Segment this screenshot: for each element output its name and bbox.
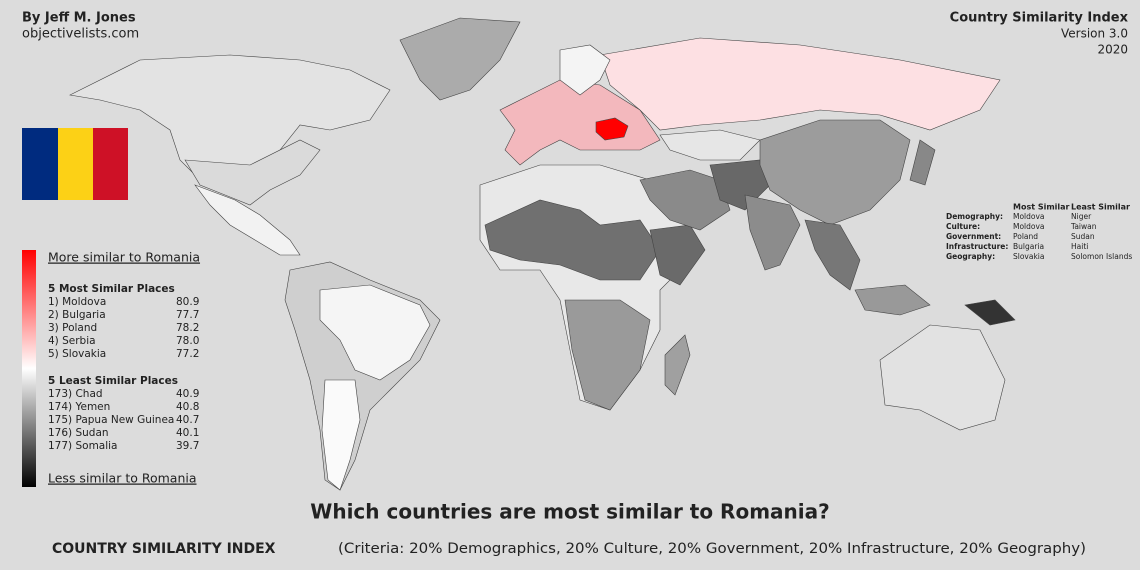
color-scale xyxy=(22,250,36,487)
place-score: 40.1 xyxy=(176,427,199,439)
table-row-label: Infrastructure: xyxy=(946,242,1008,251)
place-score: 40.7 xyxy=(176,414,199,426)
table-cell: Moldova xyxy=(1013,222,1045,231)
table-cell: Solomon Islands xyxy=(1071,252,1132,261)
scale-top-label: More similar to Romania xyxy=(48,250,200,265)
place-name: 3) Poland xyxy=(48,322,97,334)
place-name: 2) Bulgaria xyxy=(48,309,106,321)
place-name: 1) Moldova xyxy=(48,296,106,308)
place-score: 78.0 xyxy=(176,335,199,347)
table-cell: Moldova xyxy=(1013,212,1045,221)
brand: COUNTRY SIMILARITY INDEX xyxy=(52,541,276,557)
most-heading: 5 Most Similar Places xyxy=(48,283,175,295)
table-cell: Sudan xyxy=(1071,232,1095,241)
flag-stripe xyxy=(93,128,128,200)
place-score: 77.2 xyxy=(176,348,199,360)
place-score: 40.9 xyxy=(176,388,199,400)
place-name: 4) Serbia xyxy=(48,335,96,347)
criteria: (Criteria: 20% Demographics, 20% Culture… xyxy=(338,541,1086,557)
place-score: 40.8 xyxy=(176,401,199,413)
flag-stripe xyxy=(22,128,58,200)
world-map xyxy=(69,17,1016,491)
author: By Jeff M. Jones xyxy=(22,11,136,26)
website: objectivelists.com xyxy=(22,27,139,42)
version: Version 3.0 xyxy=(1061,27,1128,41)
place-score: 80.9 xyxy=(176,296,199,308)
place-name: 175) Papua New Guinea xyxy=(48,414,174,426)
least-heading: 5 Least Similar Places xyxy=(48,375,178,387)
index-title: Country Similarity Index xyxy=(950,11,1129,26)
flag-stripe xyxy=(58,128,93,200)
place-score: 77.7 xyxy=(176,309,199,321)
table-row-label: Government: xyxy=(946,232,1001,241)
place-name: 177) Somalia xyxy=(48,440,118,452)
year: 2020 xyxy=(1097,43,1128,57)
table-cell: Taiwan xyxy=(1070,222,1097,231)
question-title: Which countries are most similar to Roma… xyxy=(310,500,829,524)
place-name: 5) Slovakia xyxy=(48,348,106,360)
place-score: 39.7 xyxy=(176,440,199,452)
romania-flag xyxy=(22,128,128,200)
scale-bottom-label: Less similar to Romania xyxy=(48,471,197,486)
place-name: 173) Chad xyxy=(48,388,103,400)
place-name: 176) Sudan xyxy=(48,427,109,439)
table-header: Most Similar xyxy=(1013,203,1070,212)
table-row-label: Demography: xyxy=(946,212,1003,221)
table-cell: Niger xyxy=(1071,212,1092,221)
place-name: 174) Yemen xyxy=(48,401,110,413)
table-cell: Bulgaria xyxy=(1013,242,1044,251)
place-score: 78.2 xyxy=(176,322,199,334)
table-row-label: Culture: xyxy=(946,222,980,231)
table-cell: Haiti xyxy=(1071,242,1088,251)
table-cell: Poland xyxy=(1013,232,1038,241)
table-row-label: Geography: xyxy=(946,252,995,261)
table-header: Least Similar xyxy=(1071,203,1130,212)
table-cell: Slovakia xyxy=(1013,252,1045,261)
